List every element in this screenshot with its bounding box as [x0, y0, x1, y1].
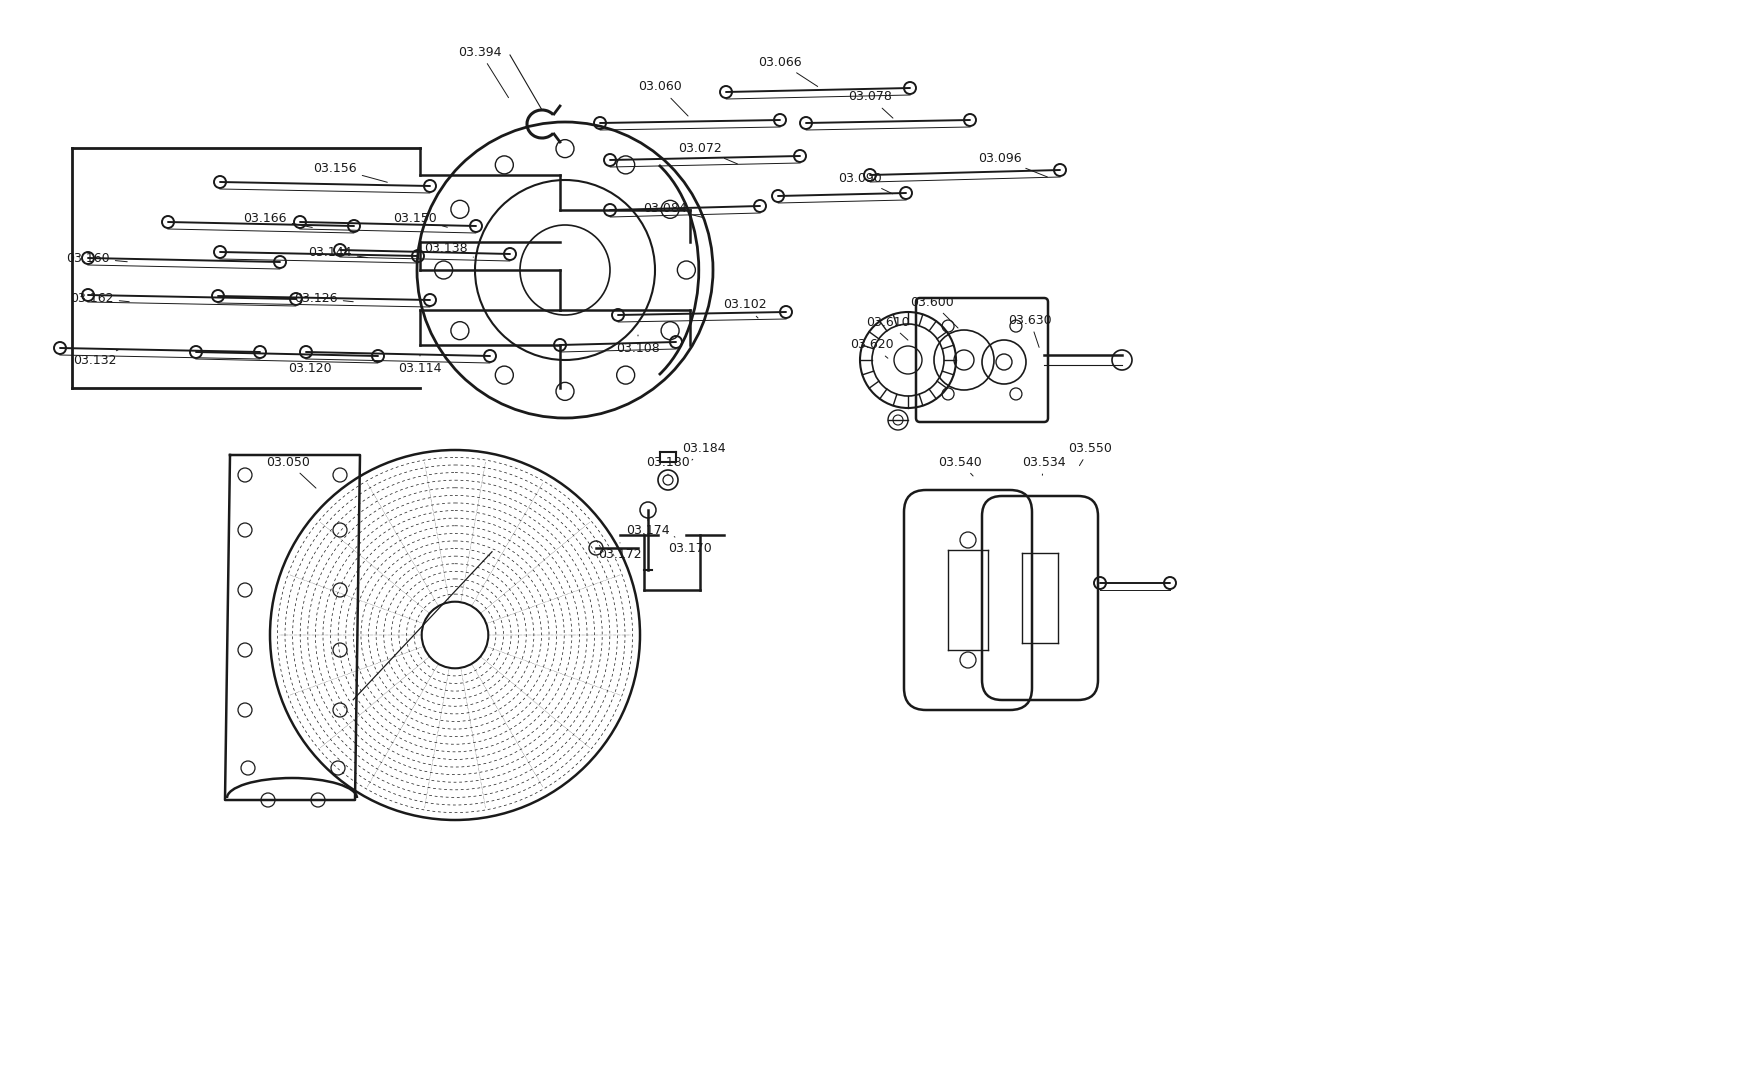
- Text: 03.174: 03.174: [626, 518, 670, 536]
- Text: 03.078: 03.078: [847, 91, 892, 118]
- Text: 03.050: 03.050: [266, 456, 316, 488]
- Text: 03.126: 03.126: [294, 291, 353, 305]
- Text: 03.060: 03.060: [638, 80, 687, 116]
- Text: 03.180: 03.180: [645, 456, 689, 475]
- Text: 03.630: 03.630: [1007, 314, 1050, 348]
- Text: 03.084: 03.084: [643, 201, 703, 217]
- Text: 03.156: 03.156: [313, 162, 388, 182]
- Text: 03.600: 03.600: [909, 295, 958, 328]
- Text: 03.534: 03.534: [1021, 456, 1066, 475]
- Text: 03.120: 03.120: [289, 355, 332, 374]
- Text: 03.066: 03.066: [758, 56, 817, 87]
- Text: 03.090: 03.090: [838, 171, 892, 194]
- Text: 03.610: 03.610: [866, 316, 909, 340]
- Text: 03.172: 03.172: [598, 542, 642, 562]
- Text: 03.132: 03.132: [73, 350, 118, 367]
- Text: 03.394: 03.394: [457, 46, 508, 97]
- Text: 03.170: 03.170: [668, 537, 711, 554]
- Text: 03.114: 03.114: [398, 355, 442, 374]
- Text: 03.162: 03.162: [70, 291, 129, 305]
- Text: 03.072: 03.072: [678, 141, 737, 164]
- Text: 03.108: 03.108: [616, 335, 659, 354]
- Text: 03.620: 03.620: [850, 338, 894, 358]
- Text: 03.102: 03.102: [723, 299, 767, 318]
- Text: 03.166: 03.166: [243, 212, 311, 228]
- Text: 03.138: 03.138: [424, 242, 473, 257]
- Text: 03.150: 03.150: [393, 212, 447, 227]
- Text: 03.096: 03.096: [977, 152, 1047, 177]
- Text: 03.144: 03.144: [308, 245, 367, 259]
- Text: 03.184: 03.184: [682, 442, 725, 460]
- Text: 03.540: 03.540: [937, 456, 981, 476]
- Text: 03.160: 03.160: [66, 251, 127, 264]
- Text: 03.550: 03.550: [1068, 442, 1111, 465]
